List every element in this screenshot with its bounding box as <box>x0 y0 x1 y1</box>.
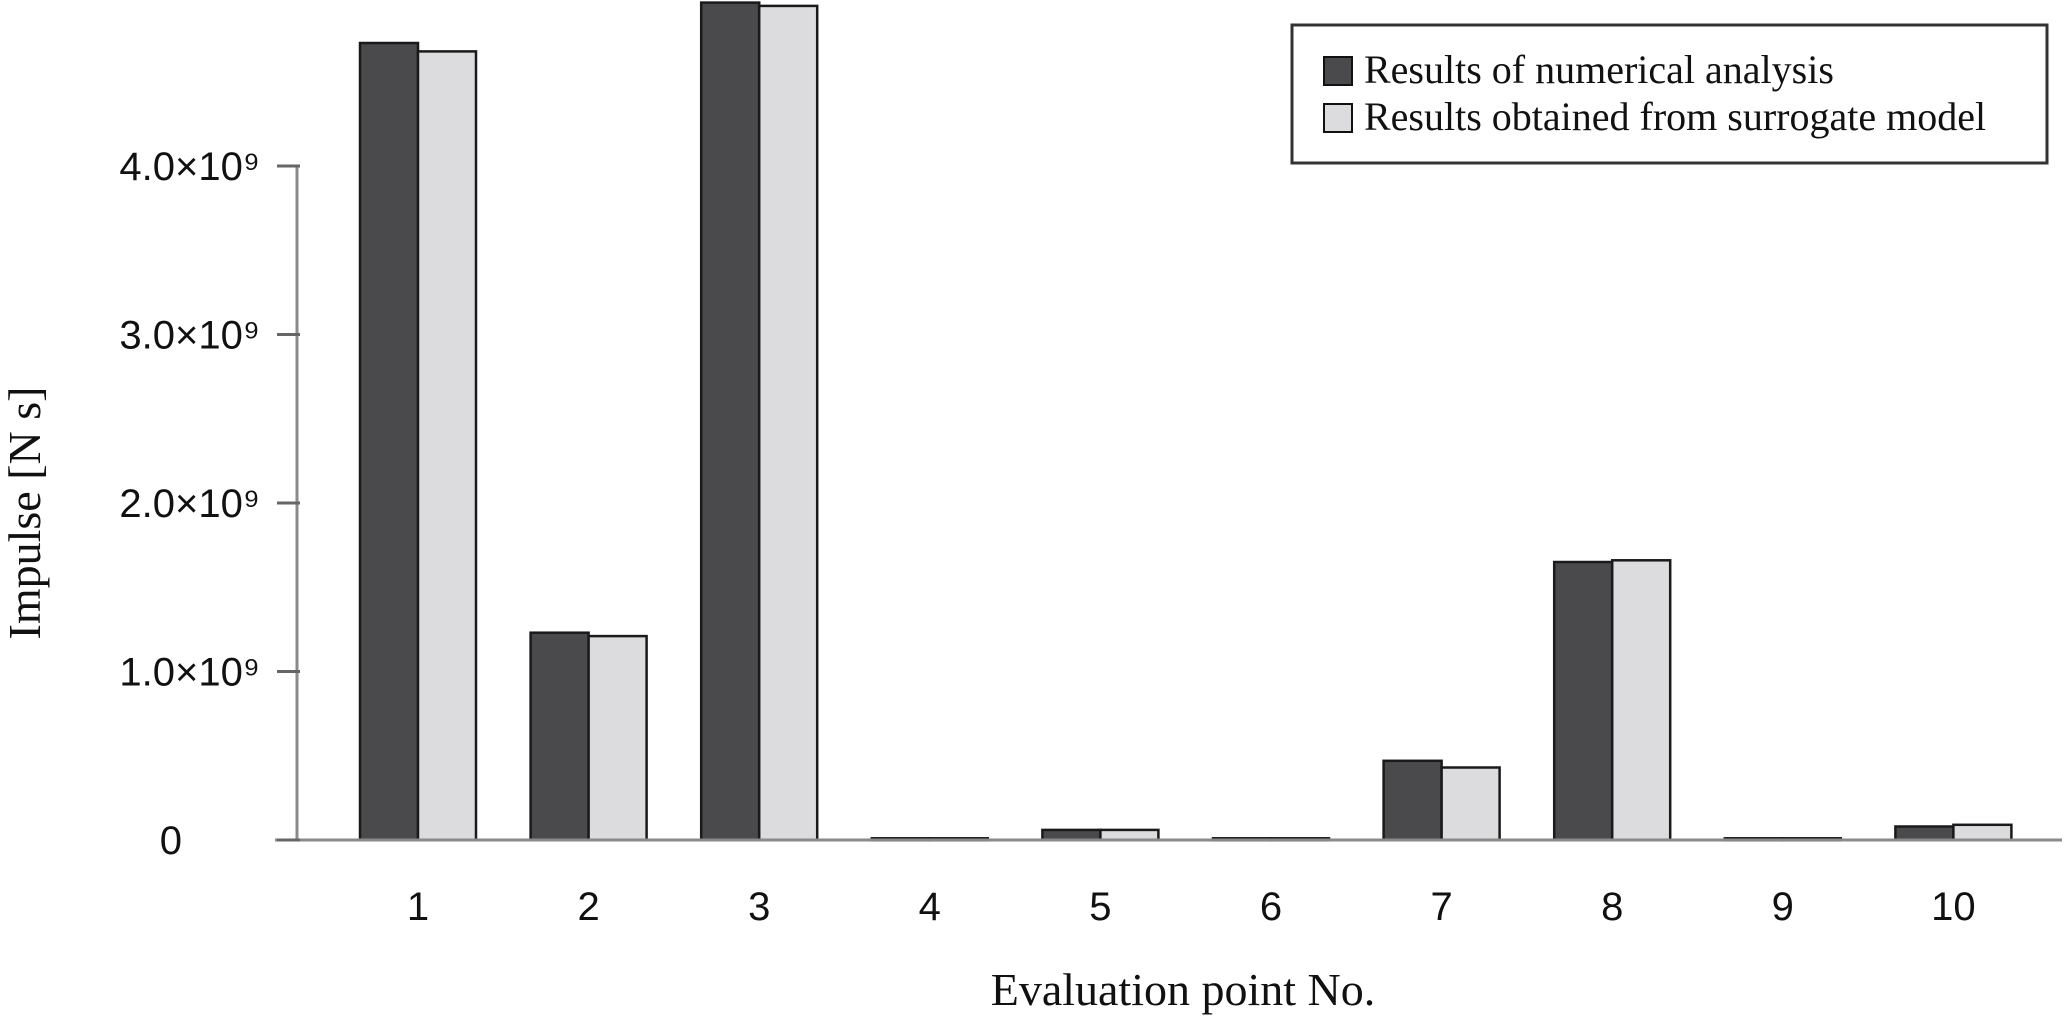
x-tick-label: 10 <box>1931 885 1976 929</box>
legend-box <box>1290 23 2049 165</box>
bar-numerical-8 <box>1552 560 1614 842</box>
y-ticks-group: 0 1.0×10⁹ 2.0×10⁹ 3.0×10⁹ 4.0×10⁹ <box>119 145 300 863</box>
bars-group <box>358 1 2013 842</box>
x-tick-label: 6 <box>1260 885 1282 929</box>
x-tick-label: 9 <box>1772 885 1794 929</box>
x-tick-label: 2 <box>577 885 599 929</box>
y-tick-label: 0 <box>160 819 182 863</box>
legend: Results of numerical analysis Results ob… <box>1290 23 2049 165</box>
bar-surrogate-5 <box>1099 828 1160 842</box>
x-tick-label: 1 <box>407 885 429 929</box>
x-ticks-group: 1 2 3 4 5 6 7 8 9 10 <box>407 885 1976 929</box>
bar-numerical-1 <box>358 41 420 842</box>
bar-numerical-7 <box>1382 759 1443 842</box>
y-tick-label: 2.0×10⁹ <box>119 482 260 526</box>
bar-surrogate-2 <box>587 634 648 842</box>
bar-numerical-3 <box>699 1 761 842</box>
legend-label-numerical: Results of numerical analysis <box>1364 47 1834 92</box>
bar-surrogate-7 <box>1440 766 1501 842</box>
x-axis-title: Evaluation point No. <box>991 964 1376 1015</box>
bar-surrogate-10 <box>1952 823 2013 842</box>
bar-numerical-10 <box>1894 825 1955 842</box>
x-tick-label: 7 <box>1430 885 1452 929</box>
y-tick-label: 3.0×10⁹ <box>119 314 260 358</box>
bar-numerical-5 <box>1041 828 1102 842</box>
bar-numerical-2 <box>529 631 590 842</box>
x-tick-label: 4 <box>919 885 941 929</box>
legend-swatch-surrogate <box>1323 103 1353 133</box>
bar-surrogate-3 <box>757 4 819 842</box>
x-tick-label: 3 <box>748 885 770 929</box>
y-tick-label: 4.0×10⁹ <box>119 145 260 189</box>
x-tick-label: 5 <box>1089 885 1111 929</box>
y-axis-title: Impulse [N s] <box>0 387 50 640</box>
legend-swatch-numerical <box>1323 56 1353 86</box>
bar-surrogate-1 <box>416 50 478 842</box>
y-tick-label: 1.0×10⁹ <box>119 651 260 695</box>
bar-surrogate-8 <box>1610 559 1672 842</box>
legend-label-surrogate: Results obtained from surrogate model <box>1364 94 1986 139</box>
x-tick-label: 8 <box>1601 885 1623 929</box>
